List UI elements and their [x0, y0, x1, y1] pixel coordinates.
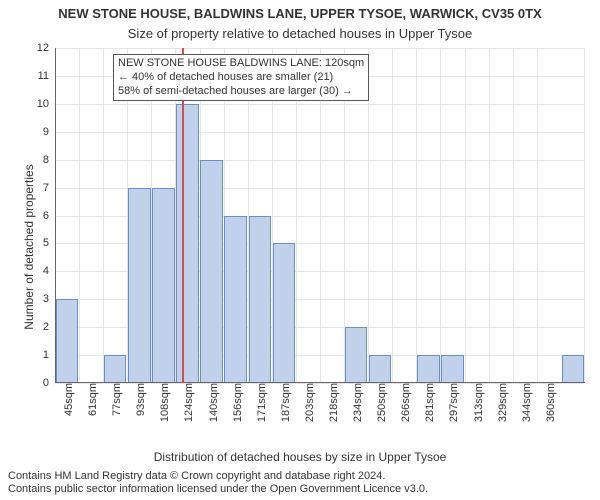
footer-line-2: Contains public sector information licen… [8, 483, 592, 496]
x-tick: 313sqm [469, 383, 485, 422]
x-tick: 266sqm [396, 383, 412, 422]
y-tick: 10 [19, 98, 55, 110]
grid-line [392, 48, 393, 383]
grid-line [79, 48, 80, 383]
y-tick: 12 [19, 42, 55, 54]
x-tick: 187sqm [276, 383, 292, 422]
x-tick: 140sqm [204, 383, 220, 422]
x-tick: 61sqm [83, 383, 99, 416]
y-tick: 6 [19, 210, 55, 222]
histogram-bar [200, 160, 222, 383]
annotation-line: ← 40% of detached houses are smaller (21… [118, 71, 364, 85]
histogram-bar [562, 355, 584, 383]
chart-container: { "title_line1": "NEW STONE HOUSE, BALDW… [0, 0, 600, 500]
y-tick: 11 [19, 70, 55, 82]
annotation-line: NEW STONE HOUSE BALDWINS LANE: 120sqm [118, 57, 364, 71]
histogram-bar [152, 188, 174, 383]
histogram-bar [104, 355, 126, 383]
y-tick: 8 [19, 154, 55, 166]
x-tick: 45sqm [59, 383, 75, 416]
y-tick: 2 [19, 321, 55, 333]
grid-line [489, 48, 490, 383]
x-tick: 108sqm [155, 383, 171, 422]
y-tick: 0 [19, 377, 55, 389]
x-tick: 171sqm [252, 383, 268, 422]
y-axis-line [55, 48, 56, 383]
annotation-box: NEW STONE HOUSE BALDWINS LANE: 120sqm← 4… [113, 54, 369, 101]
chart-title: NEW STONE HOUSE, BALDWINS LANE, UPPER TY… [0, 6, 600, 21]
x-tick: 344sqm [517, 383, 533, 422]
x-tick: 77sqm [107, 383, 123, 416]
histogram-bar [56, 299, 78, 383]
chart-footer: Contains HM Land Registry data © Crown c… [8, 470, 592, 496]
histogram-bar [273, 243, 295, 383]
grid-line [103, 48, 104, 383]
x-tick: 218sqm [324, 383, 340, 422]
y-tick: 5 [19, 237, 55, 249]
grid-line [513, 48, 514, 383]
y-tick: 1 [19, 349, 55, 361]
x-axis-label: Distribution of detached houses by size … [0, 450, 600, 464]
x-tick: 156sqm [228, 383, 244, 422]
grid-line [416, 48, 417, 383]
histogram-bar [128, 188, 150, 383]
histogram-bar [345, 327, 367, 383]
histogram-bar [369, 355, 391, 383]
x-tick: 234sqm [348, 383, 364, 422]
grid-line [465, 48, 466, 383]
histogram-bar [417, 355, 439, 383]
histogram-bar [249, 216, 271, 384]
x-tick: 329sqm [493, 383, 509, 422]
x-tick: 93sqm [131, 383, 147, 416]
footer-line-1: Contains HM Land Registry data © Crown c… [8, 470, 592, 483]
x-tick: 124sqm [179, 383, 195, 422]
grid-line [584, 48, 585, 383]
chart-subtitle: Size of property relative to detached ho… [0, 26, 600, 41]
y-tick: 3 [19, 293, 55, 305]
y-tick: 9 [19, 126, 55, 138]
x-tick: 203sqm [300, 383, 316, 422]
grid-line [537, 48, 538, 383]
x-tick: 281sqm [420, 383, 436, 422]
plot-area: 012345678910111245sqm61sqm77sqm93sqm108s… [55, 48, 585, 383]
x-axis-line [55, 382, 585, 383]
histogram-bar [176, 104, 198, 383]
y-tick: 7 [19, 182, 55, 194]
grid-line [440, 48, 441, 383]
annotation-line: 58% of semi-detached houses are larger (… [118, 85, 364, 99]
x-tick: 297sqm [444, 383, 460, 422]
histogram-bar [224, 216, 246, 384]
y-tick: 4 [19, 265, 55, 277]
x-tick: 360sqm [541, 383, 557, 422]
x-tick: 250sqm [372, 383, 388, 422]
histogram-bar [441, 355, 463, 383]
